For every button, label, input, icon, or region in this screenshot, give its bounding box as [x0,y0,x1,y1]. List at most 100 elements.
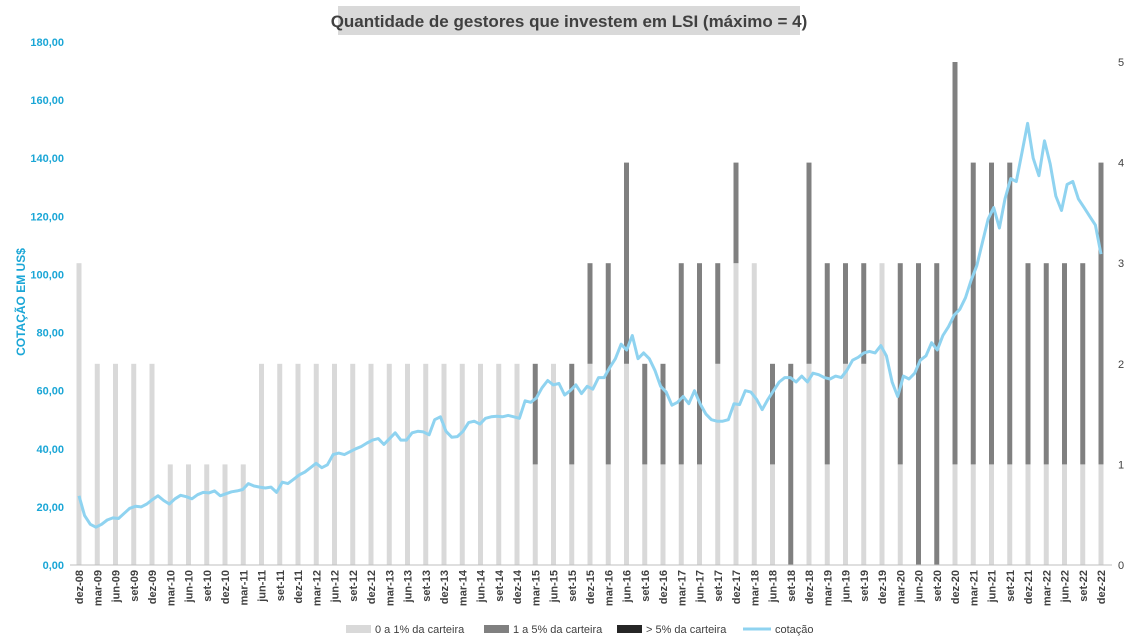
y-left-tick-label: 100,00 [30,269,64,281]
x-tick-label: set-21 [1005,570,1017,602]
x-tick-label: dez-20 [950,570,962,604]
legend-item: 1 a 5% da carteira [484,624,603,636]
x-tick-label: dez-17 [731,570,743,604]
x-tick-label: dez-09 [147,570,159,604]
legend-swatch [346,625,371,633]
x-tick-label: dez-08 [74,570,86,604]
legend-item: > 5% da carteira [617,624,727,636]
bar-segment-2 [897,263,903,465]
x-tick-label: set-16 [640,570,652,602]
y-left-tick-label: 140,00 [30,153,64,165]
x-tick-label: jun-19 [841,570,853,603]
bar-segment-1 [240,464,246,565]
x-tick-label: dez-11 [293,570,305,604]
y-right-tick-label: 3 [1118,258,1124,270]
x-tick-label: mar-19 [822,570,834,606]
y-left-tick-label: 180,00 [30,37,64,49]
title-background [338,6,800,35]
bar-segment-1 [94,363,100,565]
bar-segment-2 [861,263,867,364]
bar-segment-1 [478,363,483,565]
bar-segment-1 [532,464,538,565]
bar-segment-1 [332,363,337,565]
bar-segment-1 [423,363,429,565]
bar-segment-1 [496,363,502,565]
bar-segment-1 [368,363,374,565]
bar-segment-2 [788,363,794,565]
x-tick-label: dez-14 [512,569,524,604]
x-tick-label: dez-13 [439,570,451,604]
bar-segment-2 [806,162,812,364]
x-tick-label: jun-22 [1060,570,1072,603]
legend-item: cotação [743,624,814,636]
legend-label: 0 a 1% da carteira [375,624,465,636]
bar-segment-1 [1062,464,1067,565]
x-tick-label: set-12 [348,570,360,602]
x-tick-label: mar-12 [311,570,323,606]
y-left-tick-label: 20,00 [36,502,64,514]
y-axis-left-ticks: 0,00 20,00 40,00 60,00 80,00 100,00 120,00 140,… [30,37,64,572]
bar-segment-1 [642,464,648,565]
bar-segment-1 [459,363,465,565]
bar-segment-1 [897,464,903,565]
bar-segment-1 [824,464,830,565]
bar-segment-2 [697,263,702,465]
title-text: Quantidade de gestores que investem em L… [331,12,808,31]
bar-segment-2 [660,363,666,465]
bar-segment-2 [916,263,921,565]
bar-segment-1 [697,464,702,565]
bar-segment-2 [934,263,940,565]
x-tick-label: mar-10 [165,570,177,606]
bar-segment-1 [131,363,137,565]
x-tick-label: mar-16 [603,570,615,606]
bar-segment-1 [113,363,118,565]
bar-segment-1 [970,464,976,565]
x-tick-label: set-22 [1078,570,1090,602]
x-tick-label: jun-10 [184,570,196,603]
bar-segment-1 [551,363,556,565]
bar-segment-1 [678,464,684,565]
x-tick-label: dez-15 [585,570,597,604]
y-axis-left-label: COTAÇÃO EM US$ [13,248,28,356]
x-tick-label: dez-18 [804,570,816,604]
bar-segment-1 [350,363,356,565]
bar-segment-1 [861,363,867,565]
bar-segment-2 [843,263,848,364]
bar-segment-1 [149,363,155,565]
bar-segment-2 [587,263,593,364]
bar-segment-1 [569,464,575,565]
bar-segment-1 [624,363,629,565]
y-right-tick-label: 4 [1118,158,1124,170]
bar-segment-1 [879,263,885,565]
x-tick-label: set-11 [275,570,287,601]
y-left-tick-label: 80,00 [36,328,64,340]
bar-segment-2 [1007,162,1013,465]
x-tick-label: mar-09 [92,570,104,606]
x-tick-label: mar-11 [238,570,250,605]
bar-segment-1 [514,363,520,565]
bar-segment-1 [843,363,848,565]
bar-segment-2 [1062,263,1067,465]
x-tick-label: dez-12 [366,570,378,604]
bar-segment-1 [1043,464,1049,565]
bar-segment-2 [824,263,830,465]
bar-segment-1 [1098,464,1104,565]
bar-segment-2 [970,162,976,465]
x-tick-label: mar-14 [457,569,469,606]
bar-segment-1 [76,263,82,565]
x-tick-label: mar-13 [384,570,396,606]
bar-segment-1 [222,464,228,565]
x-tick-label: set-18 [786,570,798,602]
bar-segment-1 [770,464,775,565]
bar-segment-1 [952,464,958,565]
x-tick-label: jun-09 [111,570,123,603]
x-tick-label: jun-17 [695,570,707,603]
bar-segment-1 [1080,464,1086,565]
x-tick-label: set-13 [421,570,433,602]
bar-segment-1 [806,363,812,565]
bar-segment-2 [1025,263,1031,465]
bar-segment-2 [989,162,994,465]
chart-title: Quantidade de gestores que investem em L… [331,6,808,35]
x-tick-label: jun-15 [549,570,561,603]
